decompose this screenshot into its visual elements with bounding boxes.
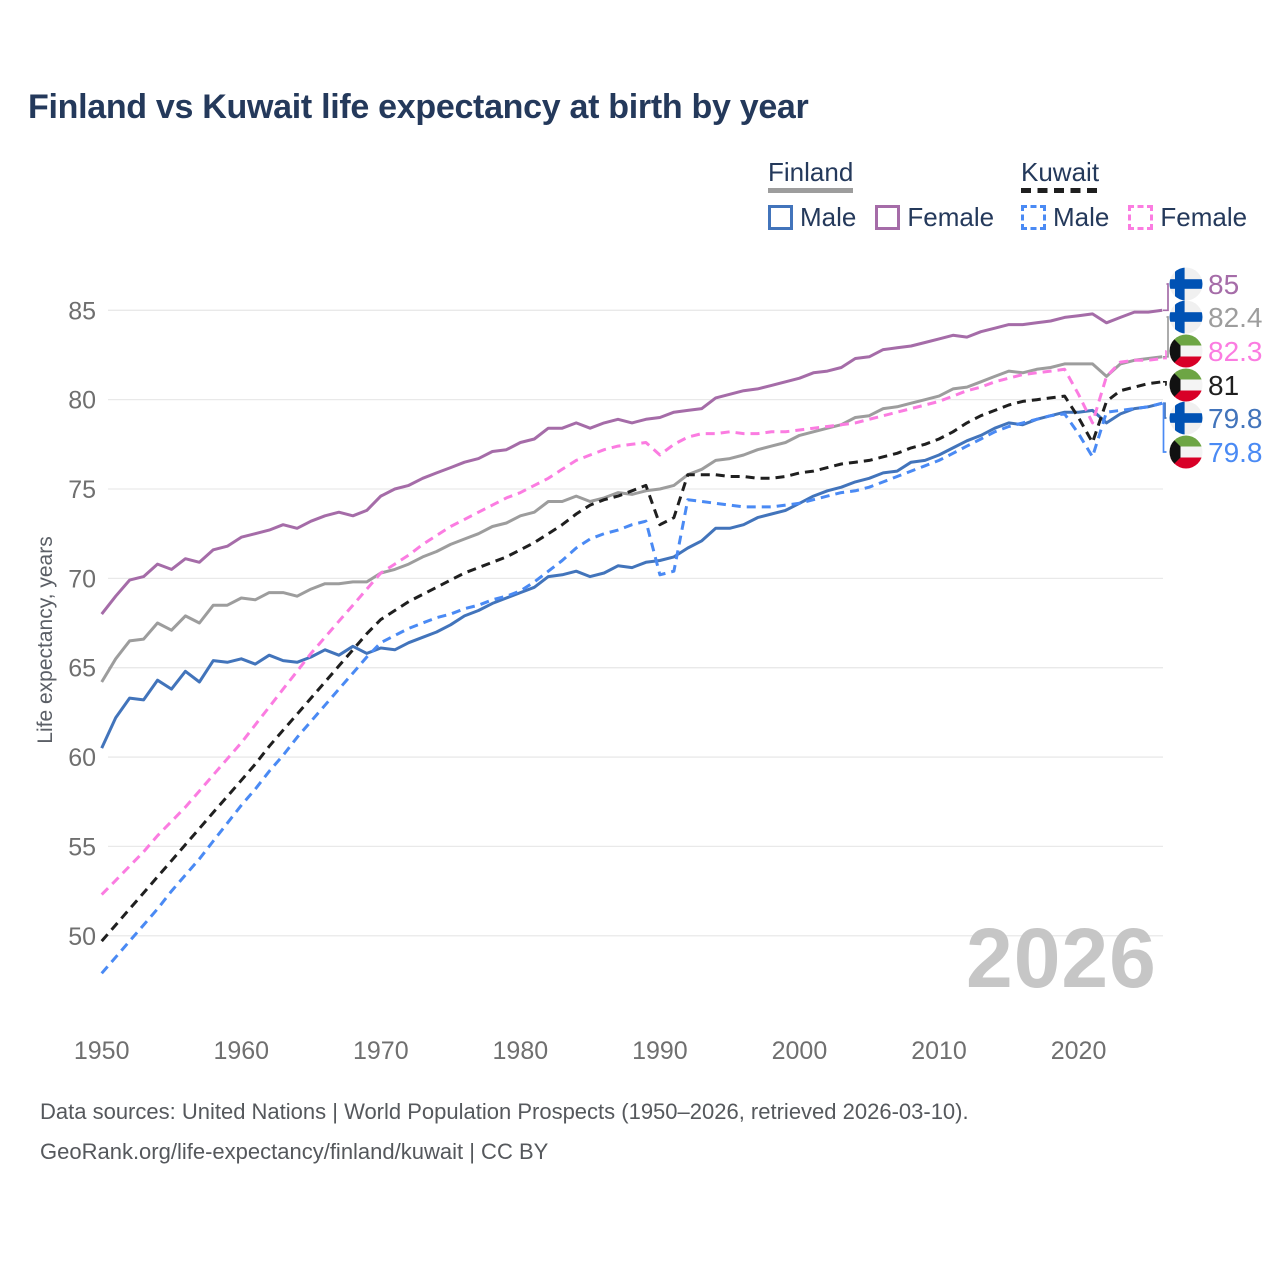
end-label-leader-kuwait-total [1163, 380, 1167, 386]
x-tick-label-1950: 1950 [74, 1037, 130, 1065]
footer: Data sources: United Nations | World Pop… [40, 1092, 969, 1172]
y-tick-label-50: 50 [68, 923, 96, 951]
legend-item-finland-male[interactable]: Male [768, 202, 856, 233]
x-tick-label-1960: 1960 [213, 1037, 269, 1065]
end-label-value-finland-male: 79.8 [1208, 403, 1263, 434]
x-tick-label-1980: 1980 [493, 1037, 549, 1065]
x-tick-label-2000: 2000 [772, 1037, 828, 1065]
legend-item-kuwait-male[interactable]: Male [1021, 202, 1109, 233]
legend-country-finland[interactable]: Finland [768, 157, 854, 187]
x-tick-label-1970: 1970 [353, 1037, 409, 1065]
series-line-kuwait-total [100, 380, 1163, 943]
legend-country-kuwait[interactable]: Kuwait [1021, 157, 1100, 187]
end-label-value-kuwait-female: 82.3 [1208, 336, 1263, 367]
end-label-value-kuwait-male: 79.8 [1208, 437, 1263, 468]
y-tick-label-85: 85 [68, 297, 96, 325]
end-label-leader-kuwait-male [1162, 402, 1167, 453]
y-tick-label-60: 60 [68, 744, 96, 772]
x-tick-label-2020: 2020 [1051, 1037, 1107, 1065]
x-tick-label-2010: 2010 [911, 1037, 967, 1065]
y-tick-label-80: 80 [68, 387, 96, 415]
finland-flag-icon [1169, 300, 1203, 334]
kuwait-flag-icon [1169, 435, 1203, 469]
y-tick-label-65: 65 [68, 655, 96, 683]
y-tick-label-70: 70 [68, 565, 96, 593]
legend-group-finland: Finland Male Female [768, 158, 994, 233]
kuwait-flag-icon [1169, 368, 1203, 402]
finland-flag-icon [1169, 401, 1203, 435]
finland-flag-icon [1169, 267, 1203, 301]
kuwait-male-swatch-icon [1021, 205, 1046, 230]
finland-total-line-swatch [768, 188, 853, 193]
page-title: Finland vs Kuwait life expectancy at bir… [28, 88, 809, 126]
finland-female-swatch-icon [875, 205, 901, 230]
legend-item-kuwait-female[interactable]: Female [1128, 202, 1247, 233]
end-label-leader-finland-female [1163, 283, 1169, 312]
series-line-finland-female [100, 308, 1163, 616]
end-label-value-finland-total: 82.4 [1208, 302, 1263, 333]
series-line-kuwait-female [100, 357, 1163, 896]
kuwait-total-line-swatch [1021, 188, 1097, 193]
legend-item-finland-female[interactable]: Female [875, 202, 994, 233]
y-tick-label-75: 75 [68, 476, 96, 504]
footer-sources: Data sources: United Nations | World Pop… [40, 1099, 969, 1124]
footer-link: GeoRank.org/life-expectancy/finland/kuwa… [40, 1139, 549, 1164]
finland-male-swatch-icon [768, 205, 793, 230]
series-line-kuwait-male [100, 401, 1163, 975]
series-line-finland-total [100, 355, 1163, 683]
legend-group-kuwait: Kuwait Male Female [1021, 158, 1247, 233]
y-tick-label-55: 55 [68, 833, 96, 861]
end-label-value-kuwait-total: 81 [1208, 370, 1239, 401]
x-tick-label-1990: 1990 [632, 1037, 688, 1065]
series-line-finland-male [100, 401, 1163, 749]
end-label-value-finland-female: 85 [1208, 269, 1239, 300]
kuwait-flag-icon [1169, 334, 1203, 368]
end-label-leader-kuwait-female [1163, 350, 1167, 360]
kuwait-female-swatch-icon [1128, 205, 1154, 230]
watermark-year: 2026 [966, 911, 1157, 1005]
